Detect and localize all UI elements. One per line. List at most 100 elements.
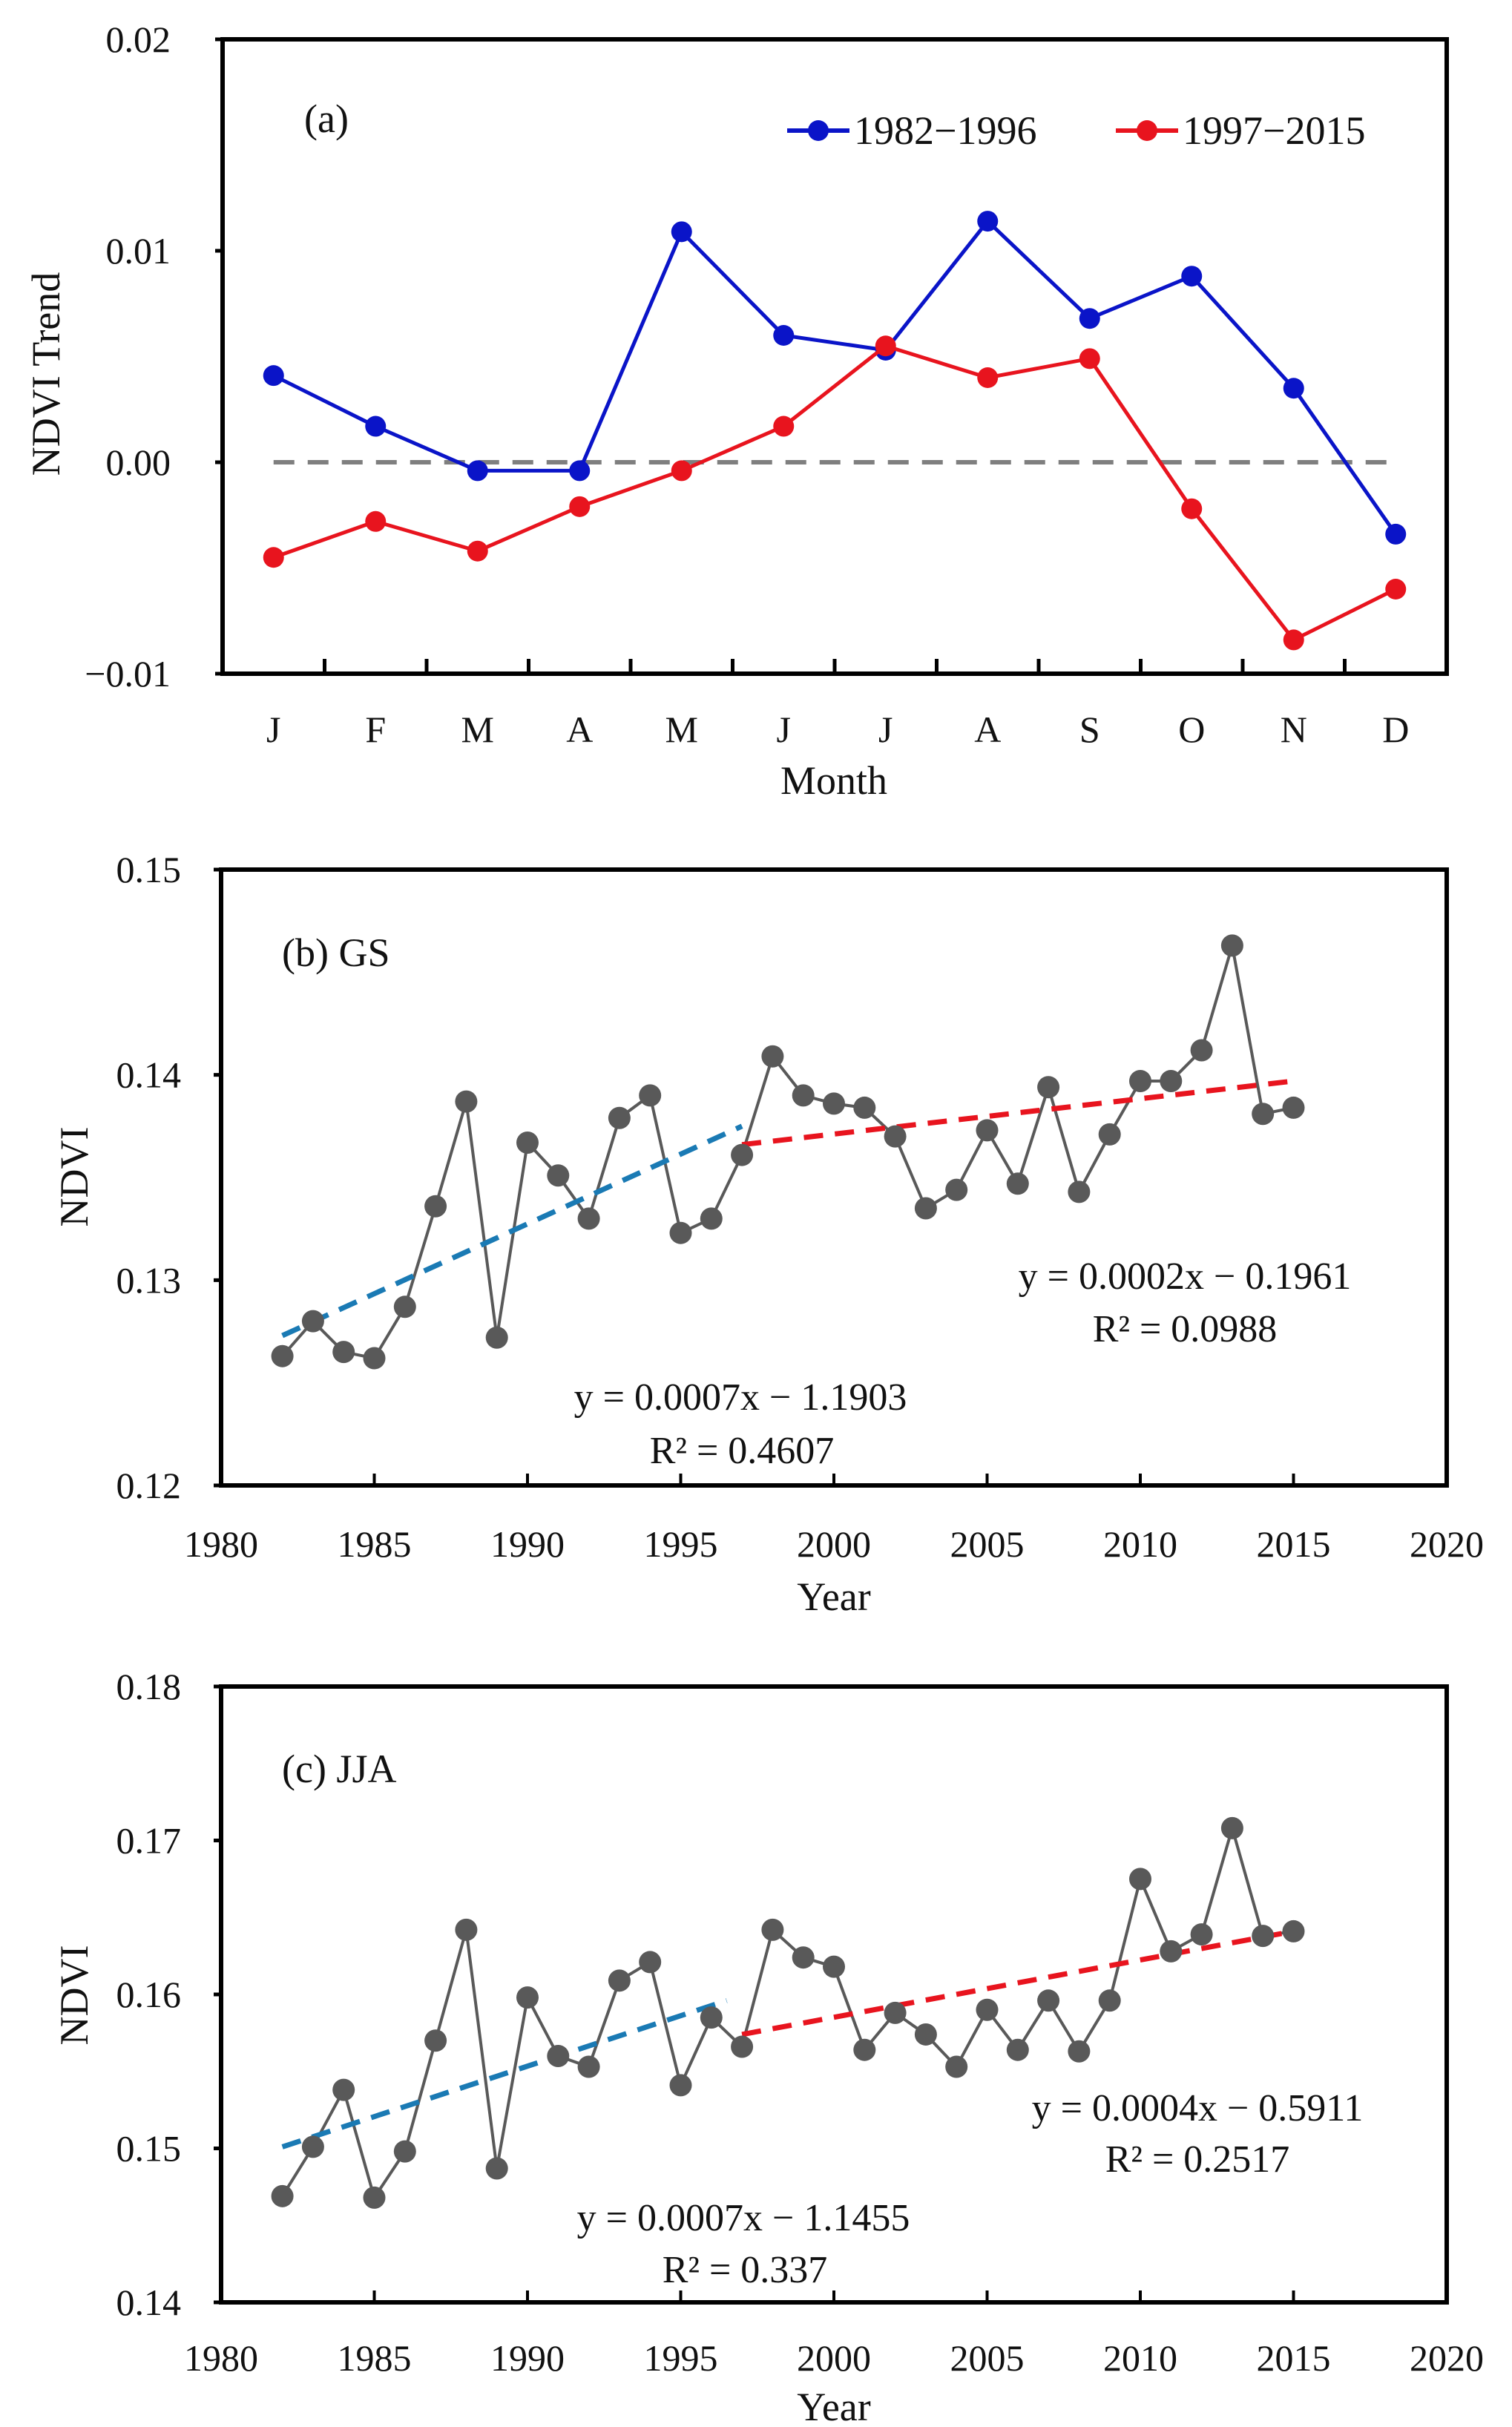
data-point bbox=[608, 1969, 631, 1992]
y-tick-label: 0.13 bbox=[116, 1259, 182, 1301]
data-point bbox=[516, 1986, 539, 2009]
y-tick-label: −0.01 bbox=[85, 653, 171, 694]
data-point bbox=[1037, 1076, 1060, 1099]
data-point bbox=[1006, 1172, 1029, 1195]
x-tick-label: 1995 bbox=[644, 2337, 718, 2379]
panel-label: (a) bbox=[304, 96, 349, 141]
y-tick-label: 0.00 bbox=[106, 441, 171, 483]
data-point bbox=[945, 1178, 968, 1201]
x-tick-label: 1985 bbox=[338, 1523, 412, 1565]
data-point bbox=[1037, 1989, 1060, 2012]
data-point bbox=[1160, 1940, 1183, 1963]
data-point bbox=[1385, 523, 1407, 545]
data-point bbox=[1190, 1039, 1213, 1062]
data-point bbox=[1252, 1103, 1275, 1126]
data-point bbox=[569, 496, 591, 517]
data-point bbox=[1385, 579, 1407, 600]
legend-marker bbox=[1137, 120, 1157, 141]
data-point bbox=[945, 2055, 968, 2078]
data-point bbox=[1252, 1925, 1275, 1948]
data-point bbox=[1129, 1069, 1151, 1092]
data-point bbox=[424, 2029, 447, 2052]
data-point bbox=[853, 2038, 876, 2061]
data-point bbox=[263, 547, 284, 568]
trend-line-1997-2015 bbox=[741, 1078, 1294, 1148]
x-tick-label: 1985 bbox=[338, 2337, 412, 2379]
x-tick-label: J bbox=[878, 709, 893, 750]
trend-equation: y = 0.0007x − 1.1903 bbox=[574, 1376, 907, 1419]
y-tick-label: 0.14 bbox=[116, 2282, 182, 2323]
data-point bbox=[914, 1197, 937, 1220]
y-tick-label: 0.16 bbox=[116, 1974, 182, 2015]
x-axis-label: Month bbox=[780, 758, 887, 803]
x-tick-label: J bbox=[777, 709, 791, 750]
data-point bbox=[577, 2055, 600, 2078]
x-tick-label: J bbox=[266, 709, 280, 750]
ndvi-series-line bbox=[281, 945, 1294, 1360]
data-point bbox=[773, 416, 795, 437]
x-tick-label: 2000 bbox=[797, 2337, 871, 2379]
x-axis-label: Year bbox=[797, 1574, 871, 1619]
x-tick-label: 2015 bbox=[1257, 1523, 1331, 1565]
trend-equation: y = 0.0007x − 1.1455 bbox=[577, 2197, 910, 2239]
data-point bbox=[271, 2184, 294, 2207]
data-point bbox=[1006, 2038, 1029, 2061]
data-point bbox=[547, 1164, 570, 1187]
data-point bbox=[731, 2035, 754, 2058]
data-point bbox=[365, 416, 387, 437]
x-tick-label: 2020 bbox=[1410, 2337, 1484, 2379]
trend-r-squared: R² = 0.4607 bbox=[650, 1430, 835, 1472]
y-tick-label: 0.02 bbox=[106, 19, 171, 60]
data-point bbox=[1283, 378, 1304, 399]
data-point bbox=[263, 365, 284, 387]
legend-label: 1982−1996 bbox=[854, 108, 1036, 153]
y-tick-label: 0.12 bbox=[116, 1465, 182, 1506]
x-tick-label: O bbox=[1178, 709, 1205, 750]
x-tick-label: A bbox=[974, 709, 1001, 750]
legend-marker bbox=[808, 120, 829, 141]
legend: 1982−1996 1997−2015 bbox=[787, 108, 1365, 153]
x-tick-label: 1990 bbox=[490, 2337, 565, 2379]
x-tick-label: 1980 bbox=[184, 1523, 258, 1565]
data-point bbox=[671, 221, 692, 243]
x-tick-label: 2010 bbox=[1103, 1523, 1177, 1565]
data-point bbox=[823, 1092, 845, 1115]
y-tick-label: 0.01 bbox=[106, 230, 171, 272]
data-point bbox=[516, 1131, 539, 1154]
y-tick-label: 0.17 bbox=[116, 1820, 182, 1862]
trend-equation: y = 0.0002x − 0.1961 bbox=[1019, 1255, 1352, 1298]
data-point bbox=[1068, 2040, 1091, 2063]
data-point bbox=[1190, 1923, 1213, 1946]
data-point bbox=[1129, 1868, 1151, 1891]
x-tick-label: M bbox=[461, 709, 494, 750]
data-point bbox=[884, 1125, 907, 1148]
x-tick-label: 2000 bbox=[797, 1523, 871, 1565]
trend-line-1982-1996 bbox=[281, 1123, 743, 1339]
data-point bbox=[731, 1143, 754, 1166]
data-point bbox=[976, 1119, 999, 1142]
data-point bbox=[792, 1084, 815, 1107]
x-axis-label: Year bbox=[797, 2385, 871, 2427]
data-point bbox=[1282, 1096, 1305, 1119]
data-point bbox=[485, 2157, 508, 2180]
panel-label: (c) JJA bbox=[282, 1747, 396, 1791]
data-point bbox=[1068, 1180, 1091, 1203]
data-point bbox=[761, 1918, 784, 1941]
data-point bbox=[363, 1347, 386, 1370]
data-point bbox=[700, 2006, 723, 2029]
ndvi-series-line bbox=[280, 1822, 1294, 2201]
data-point bbox=[577, 1207, 600, 1230]
x-tick-label: M bbox=[665, 709, 698, 750]
legend-label: 1997−2015 bbox=[1183, 108, 1365, 153]
x-tick-label: 1995 bbox=[644, 1523, 718, 1565]
trend-line-1982-1996 bbox=[281, 1997, 728, 2150]
data-point bbox=[455, 1918, 478, 1941]
data-point bbox=[1079, 348, 1100, 370]
x-tick-label: 1990 bbox=[490, 1523, 565, 1565]
x-tick-label: F bbox=[365, 709, 386, 750]
data-point bbox=[569, 460, 591, 482]
data-point bbox=[823, 1955, 845, 1978]
